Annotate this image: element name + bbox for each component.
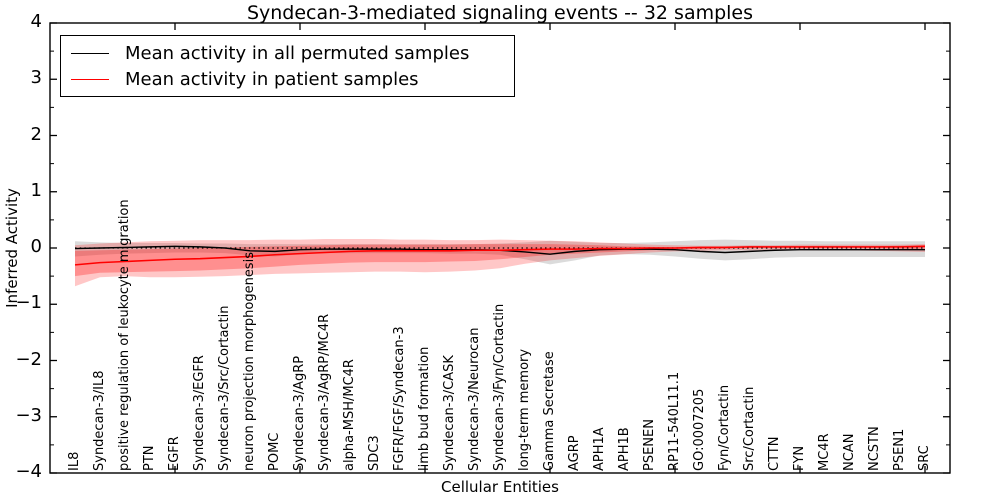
x-category-label: PSEN1 — [892, 428, 907, 471]
x-category-label: Syndecan-3/CASK — [442, 355, 457, 471]
x-category-label: Syndecan-3/EGFR — [192, 355, 207, 471]
x-category-label: APH1B — [617, 427, 632, 471]
x-category-label: alpha-MSH/MC4R — [342, 359, 357, 471]
legend-entry-permuted: Mean activity in all permuted samples — [71, 40, 514, 66]
x-category-label: AGRP — [567, 435, 582, 471]
x-category-label: EGFR — [167, 436, 182, 471]
band-permuted-samples-range — [75, 239, 925, 265]
series-line-patient — [74, 245, 926, 266]
chart-title: Syndecan-3-mediated signaling events -- … — [246, 2, 754, 24]
band-patient-samples-range-inner — [75, 244, 925, 277]
x-category-label: MC4R — [817, 433, 832, 471]
x-category-label: Syndecan-3/Neurocan — [467, 327, 482, 471]
legend-label: Mean activity in patient samples — [125, 68, 419, 90]
x-category-label: GO:0007205 — [692, 388, 707, 471]
x-category-label: Syndecan-3/AgRP/MC4R — [317, 313, 332, 471]
x-category-label: Src/Cortactin — [742, 386, 757, 471]
y-tick-label: 2 — [30, 123, 42, 145]
x-category-label: Syndecan-3/IL8 — [92, 370, 107, 471]
x-category-label: APH1A — [592, 427, 607, 471]
x-category-label: Syndecan-3/Src/Cortactin — [217, 305, 232, 471]
x-category-label: Gamma Secretase — [542, 351, 557, 471]
x-category-label: CTTN — [767, 436, 782, 471]
x-category-label: PTN — [142, 445, 157, 471]
x-category-label: SDC3 — [367, 435, 382, 471]
x-category-label: NCSTN — [867, 426, 882, 471]
y-tick-label: 1 — [30, 179, 42, 201]
y-tick-label: 0 — [30, 236, 42, 257]
x-category-label: IL8 — [67, 451, 82, 471]
legend-line-sample-red — [71, 78, 109, 80]
legend-label: Mean activity in all permuted samples — [125, 42, 470, 64]
y-tick-label: 3 — [30, 67, 42, 89]
y-tick-label: −2 — [15, 348, 42, 370]
x-category-label: positive regulation of leukocyte migrati… — [117, 199, 132, 471]
y-tick-label: 4 — [30, 11, 42, 32]
y-tick-label: −1 — [15, 292, 42, 314]
x-axis-label: Cellular Entities — [441, 478, 559, 496]
x-category-label: Syndecan-3/Fyn/Cortactin — [492, 303, 507, 471]
x-category-label: limb bud formation — [417, 346, 432, 471]
legend: Mean activity in all permuted samples Me… — [60, 35, 515, 97]
x-category-label: SRC — [917, 445, 932, 471]
x-category-label: PSENEN — [642, 419, 657, 471]
x-category-label: FGFR/FGF/Syndecan-3 — [392, 326, 407, 471]
x-category-label: FYN — [792, 445, 807, 471]
y-tick-label: −4 — [15, 461, 42, 482]
legend-entry-patient: Mean activity in patient samples — [71, 66, 514, 92]
x-category-label: Fyn/Cortactin — [717, 384, 732, 471]
legend-line-sample-black — [71, 52, 109, 54]
x-category-label: long-term memory — [517, 348, 532, 471]
x-category-label: NCAN — [842, 433, 857, 471]
x-category-label: neuron projection morphogenesis — [242, 252, 257, 471]
y-tick-label: −3 — [15, 404, 42, 426]
x-category-label: RP11-540L11.1 — [667, 371, 682, 471]
x-category-label: POMC — [267, 432, 282, 471]
x-category-label: Syndecan-3/AgRP — [292, 355, 307, 471]
